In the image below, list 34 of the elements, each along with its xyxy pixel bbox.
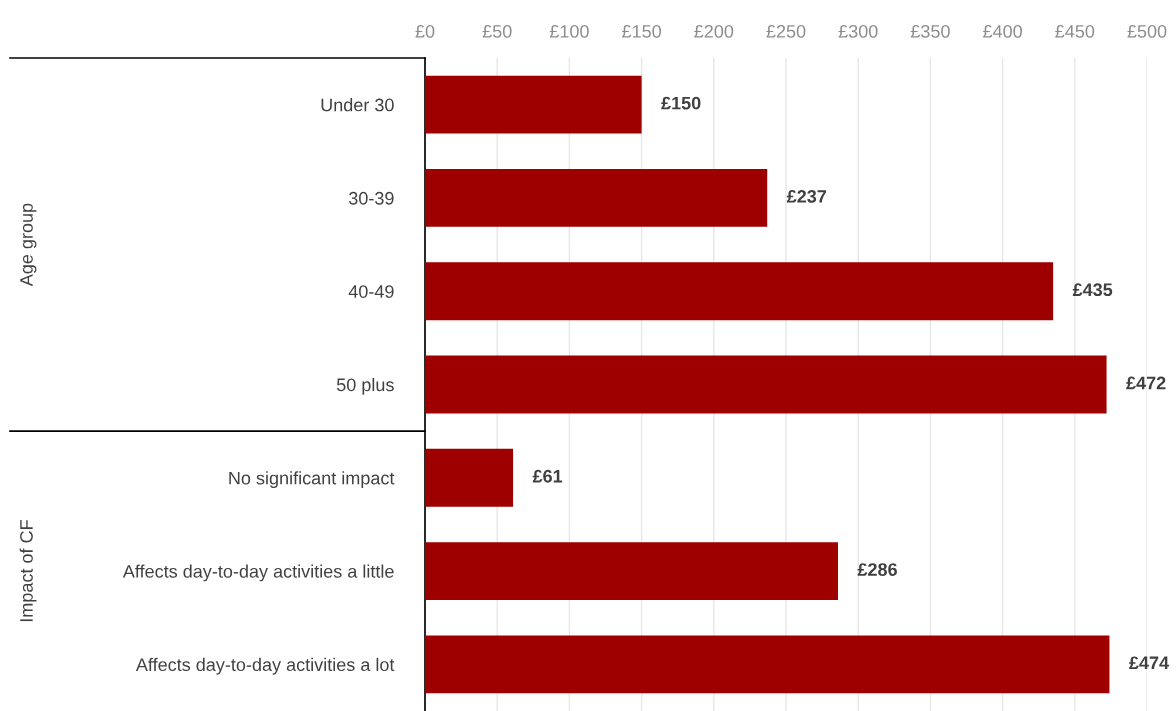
data-label: £474 — [1129, 656, 1169, 670]
text: Age group — [20, 203, 37, 287]
y-tick-label: Affects day-to-day activities a little — [122, 564, 394, 582]
data-label: £150 — [661, 96, 701, 110]
x-tick-label: £250 — [766, 24, 806, 38]
data-label: £435 — [1072, 283, 1113, 297]
x-tick-label: £450 — [1055, 24, 1095, 38]
y-tick-label: Affects day-to-day activities a lot — [135, 657, 395, 675]
data-label: £286 — [857, 563, 897, 576]
y-tick-label: 40-49 — [348, 285, 394, 298]
data-label: £61 — [532, 469, 563, 483]
x-tick-label: £350 — [910, 24, 950, 38]
bar — [425, 542, 838, 600]
y-tick-label: Under 30 — [321, 98, 394, 112]
data-label: £472 — [1126, 376, 1166, 390]
y-tick-label: No significant impact — [229, 471, 395, 489]
x-tick-label: £0 — [415, 24, 435, 38]
data-label: £237 — [786, 189, 827, 203]
x-tick-label: £150 — [622, 24, 661, 38]
bar — [425, 75, 642, 134]
bar — [425, 169, 768, 227]
bar — [425, 262, 1054, 321]
bar — [425, 448, 514, 507]
y-tick-label: 50 plus — [336, 377, 394, 395]
bar — [425, 355, 1107, 414]
x-tick-label: £200 — [694, 24, 734, 38]
text: Impact of CF — [19, 520, 37, 622]
x-tick-label: £400 — [983, 24, 1022, 38]
x-tick-label: £500 — [1127, 24, 1167, 38]
x-tick-label: £100 — [549, 24, 589, 38]
x-tick-label: £300 — [838, 24, 878, 38]
y-tick-label: 30-39 — [348, 191, 394, 205]
x-tick-label: £50 — [482, 24, 512, 38]
bar — [425, 635, 1110, 694]
